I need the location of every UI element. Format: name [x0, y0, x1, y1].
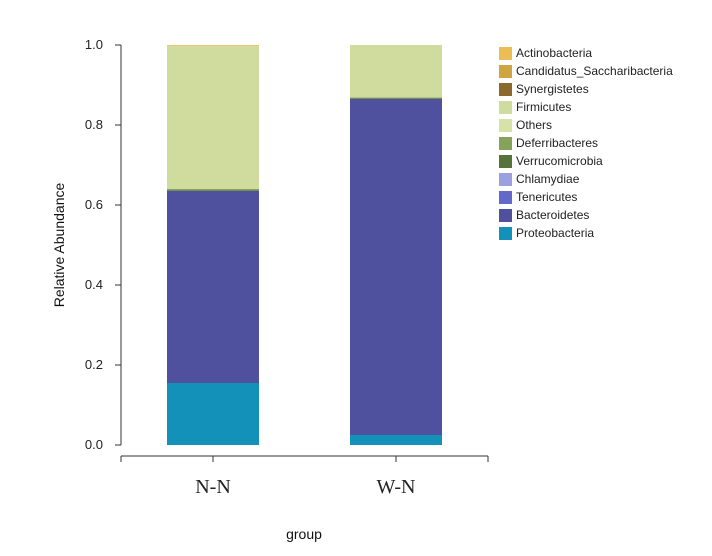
legend-label: Proteobacteria: [516, 226, 595, 240]
legend-swatch: [499, 136, 512, 150]
legend-label: Firmicutes: [516, 100, 572, 114]
bar-segment-bacteroidetes-w-n: [350, 99, 442, 435]
bar-segment-bacteroidetes-n-n: [167, 191, 259, 383]
legend-swatch: [499, 208, 512, 222]
legend-label: Others: [516, 118, 553, 132]
bar-segment-deferribacteres-w-n: [350, 97, 442, 99]
legend-swatch: [499, 46, 512, 60]
legend-label: Deferribacteres: [516, 136, 599, 150]
legend-item: Verrucomicrobia: [499, 152, 673, 170]
x-tick-label: W-N: [377, 476, 416, 498]
y-tick-label: 0.8: [85, 117, 103, 132]
legend-item: Chlamydiae: [499, 170, 673, 188]
y-axis: 0.0 0.2 0.4 0.6 0.8 1.0: [85, 37, 122, 452]
x-axis-title: group: [286, 526, 322, 542]
legend-swatch: [499, 100, 512, 114]
legend-label: Synergistetes: [516, 82, 589, 96]
legend-item: Proteobacteria: [499, 224, 673, 242]
legend-label: Chlamydiae: [516, 172, 580, 186]
y-tick-label: 0.0: [85, 437, 103, 452]
x-tick-label: N-N: [195, 476, 231, 498]
legend-item: Deferribacteres: [499, 134, 673, 152]
y-tick-label: 0.2: [85, 357, 103, 372]
legend-item: Synergistetes: [499, 80, 673, 98]
y-tick-label: 1.0: [85, 37, 103, 52]
bar-segment-actinobacteria-n-n: [167, 45, 259, 46]
legend-item: Candidatus_Saccharibacteria: [499, 62, 673, 80]
bar-segment-firmicutes-w-n: [350, 45, 442, 98]
legend-item: Firmicutes: [499, 98, 673, 116]
x-axis: N-N W-N: [120, 455, 489, 498]
legend-item: Bacteroidetes: [499, 206, 673, 224]
bar-segment-deferribacteres-n-n: [167, 189, 259, 191]
bar-segment-verrucomicrobia-w-n: [350, 98, 442, 99]
legend-item: Others: [499, 116, 673, 134]
legend-label: Verrucomicrobia: [516, 154, 603, 168]
bar-segment-verrucomicrobia-n-n: [167, 190, 259, 191]
legend-label: Tenericutes: [516, 190, 578, 204]
legend-swatch: [499, 64, 512, 78]
bar-segment-firmicutes-n-n: [167, 45, 259, 189]
legend-label: Bacteroidetes: [516, 208, 590, 222]
bar-segment-proteobacteria-w-n: [350, 435, 442, 445]
legend-swatch: [499, 118, 512, 132]
legend-label: Candidatus_Saccharibacteria: [516, 64, 673, 78]
legend-label: Actinobacteria: [516, 46, 593, 60]
y-axis-title: Relative Abundance: [51, 183, 67, 308]
bar-segment-proteobacteria-n-n: [167, 383, 259, 445]
legend-swatch: [499, 226, 512, 240]
legend: Actinobacteria Candidatus_Saccharibacteri…: [499, 44, 673, 242]
legend-item: Actinobacteria: [499, 44, 673, 62]
bars: [167, 45, 442, 445]
y-tick-label: 0.4: [85, 277, 103, 292]
legend-swatch: [499, 154, 512, 168]
legend-swatch: [499, 190, 512, 204]
y-tick-label: 0.6: [85, 197, 103, 212]
legend-swatch: [499, 172, 512, 186]
legend-item: Tenericutes: [499, 188, 673, 206]
legend-swatch: [499, 82, 512, 96]
